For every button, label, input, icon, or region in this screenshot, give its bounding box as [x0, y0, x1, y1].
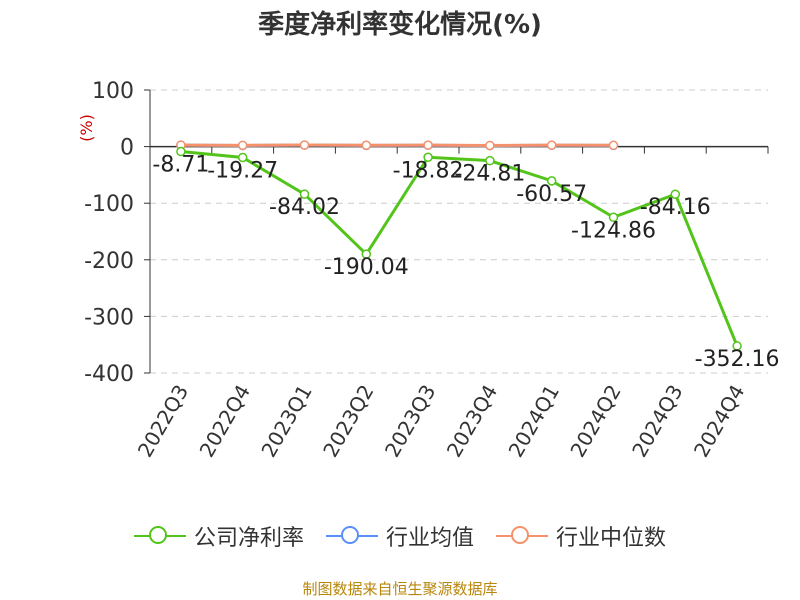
data-label: -18.82	[393, 158, 464, 183]
chart-title: 季度净利率变化情况(%)	[258, 10, 542, 40]
data-point	[608, 140, 619, 151]
data-label: -190.04	[324, 255, 409, 280]
data-point	[361, 140, 372, 150]
x-tick-label: 2024Q2	[565, 381, 625, 462]
legend: 公司净利率 行业均值 行业中位数	[0, 520, 800, 552]
data-point	[361, 249, 372, 259]
x-tick-label: 2024Q4	[689, 381, 749, 462]
legend-marker-industry-mean	[325, 525, 378, 547]
y-axis-label: (%)	[77, 114, 96, 142]
data-point	[423, 152, 433, 163]
data-label: -124.86	[571, 218, 656, 243]
data-label: -19.27	[207, 159, 278, 184]
source-note: 制图数据来自恒生聚源数据库	[302, 580, 498, 598]
legend-label-industry-median: 行业中位数	[556, 526, 667, 551]
y-tick-label: 0	[120, 136, 134, 161]
x-tick-label: 2023Q1	[256, 381, 316, 462]
data-point	[299, 189, 310, 199]
data-point	[423, 140, 433, 150]
data-point	[732, 341, 742, 351]
legend-item-industry-median[interactable]: 行业中位数	[496, 520, 666, 552]
y-tick-label: -300	[84, 305, 134, 330]
legend-marker-company	[133, 525, 186, 547]
data-label: -8.71	[152, 153, 209, 178]
data-point	[176, 146, 186, 157]
y-tick-label: -100	[84, 192, 134, 217]
data-label: -84.02	[269, 195, 340, 220]
y-tick-label: -400	[84, 362, 134, 387]
x-tick-label: 2024Q3	[627, 381, 687, 462]
y-tick-label: -200	[84, 249, 134, 274]
x-tick-label: 2023Q2	[318, 381, 378, 462]
legend-label-industry-mean: 行业均值	[385, 526, 474, 551]
x-tick-label: 2022Q3	[133, 381, 193, 462]
legend-label-company: 公司净利率	[193, 526, 304, 551]
x-tick-label: 2022Q4	[195, 381, 255, 462]
data-point	[546, 140, 557, 150]
data-label: -60.57	[516, 182, 587, 207]
data-point	[546, 176, 557, 186]
data-point	[608, 212, 619, 223]
series-line-0	[180, 150, 739, 347]
y-tick-label: 100	[92, 79, 134, 104]
legend-item-industry-mean[interactable]: 行业均值	[325, 520, 474, 552]
data-point	[237, 152, 248, 163]
data-point	[299, 140, 310, 150]
data-label: -352.16	[695, 347, 780, 372]
data-label: -24.81	[454, 162, 525, 187]
x-tick-label: 2023Q4	[442, 381, 502, 462]
data-point	[485, 140, 495, 151]
legend-marker-industry-median	[496, 525, 548, 547]
data-point	[485, 155, 495, 166]
x-tick-label: 2023Q3	[380, 380, 440, 461]
data-label: -84.16	[640, 195, 711, 220]
x-tick-label: 2024Q1	[504, 381, 564, 462]
data-point	[670, 189, 681, 199]
data-point	[237, 140, 248, 151]
legend-item-company[interactable]: 公司净利率	[133, 520, 304, 552]
